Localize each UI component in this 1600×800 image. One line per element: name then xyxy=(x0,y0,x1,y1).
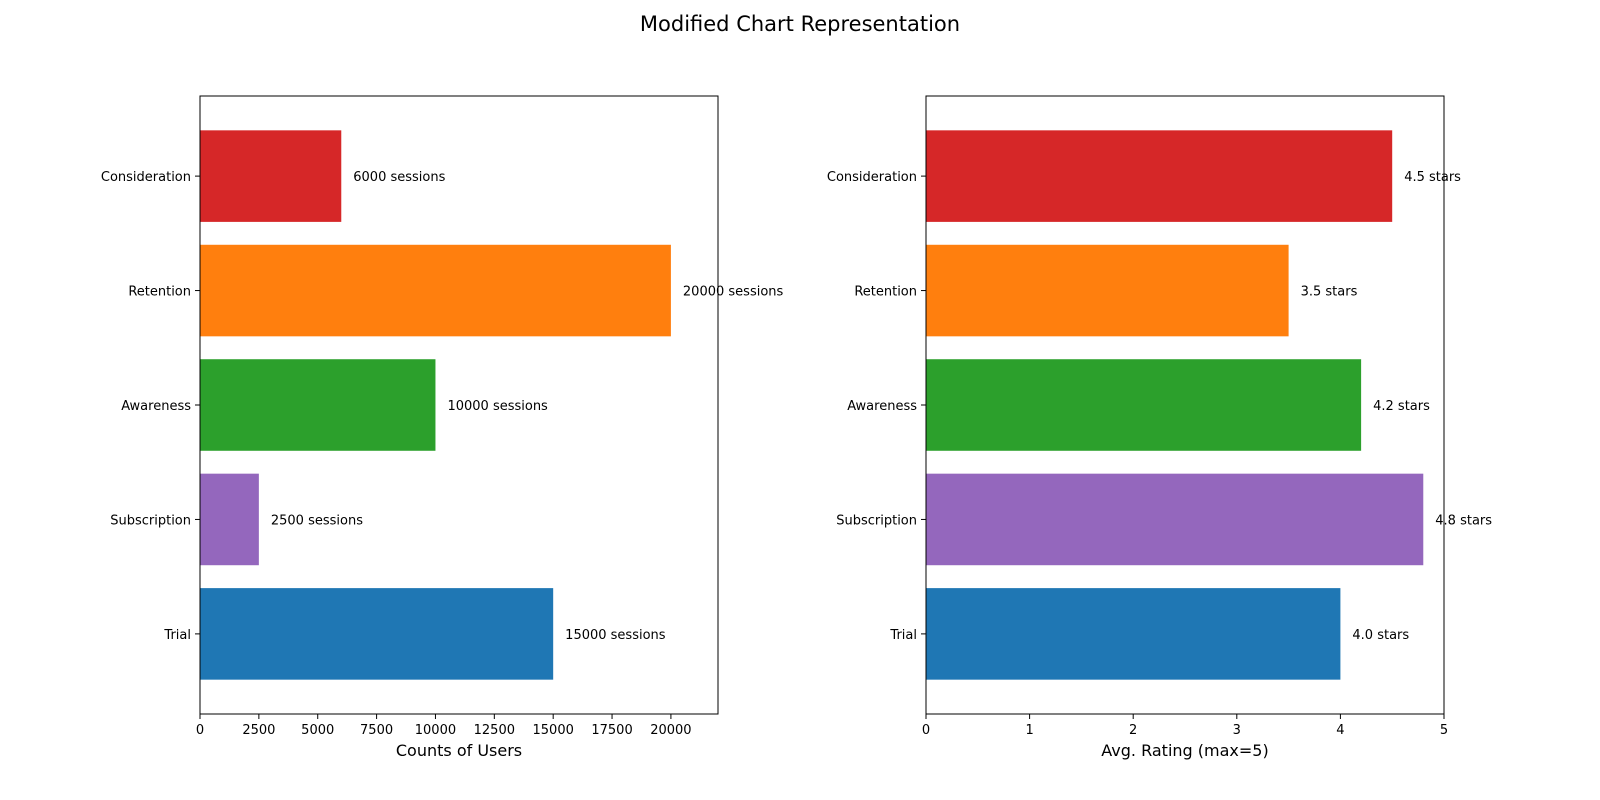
avg-rating-xtick-label: 2 xyxy=(1129,723,1137,738)
users-count-xtick-label: 20000 xyxy=(650,723,691,738)
chart-title: Modified Chart Representation xyxy=(640,12,960,36)
users-count-ytick-label: Awareness xyxy=(121,399,191,414)
users-count-bar-retention xyxy=(200,244,671,337)
avg-rating-data-label: 4.2 stars xyxy=(1373,399,1430,414)
avg-rating-panel: Trial Subscription Awareness Retention Consi… xyxy=(827,95,1492,760)
users-count-xtick-label: 10000 xyxy=(415,723,456,738)
users-count-ytick-label: Retention xyxy=(128,285,191,300)
avg-rating-xtick-label: 1 xyxy=(1025,723,1033,738)
avg-rating-ytick-label: Retention xyxy=(854,285,917,300)
avg-rating-ytick-label: Consideration xyxy=(827,170,917,185)
avg-rating-xtick-label: 5 xyxy=(1440,723,1448,738)
avg-rating-xtick-label: 3 xyxy=(1233,723,1241,738)
users-count-bar-awareness xyxy=(200,359,436,451)
users-count-data-label: 15000 sessions xyxy=(565,628,666,643)
users-count-bar-subscription xyxy=(200,473,259,566)
avg-rating-xtick-label: 0 xyxy=(922,723,930,738)
avg-rating-data-label: 3.5 stars xyxy=(1301,285,1358,300)
avg-rating-ytick-label: Trial xyxy=(889,628,917,643)
avg-rating-data-label: 4.8 stars xyxy=(1435,513,1492,528)
avg-rating-ytick-label: Subscription xyxy=(836,513,917,528)
users-count-xtick-label: 5000 xyxy=(301,723,334,738)
users-count-xtick-label: 15000 xyxy=(533,723,574,738)
users-count-xtick-label: 7500 xyxy=(360,723,393,738)
avg-rating-data-label: 4.0 stars xyxy=(1352,628,1409,643)
users-count-xtick-label: 0 xyxy=(196,723,204,738)
users-count-panel: Trial Subscription Awareness Retention Consi… xyxy=(101,95,784,760)
users-count-bar-trial xyxy=(200,588,554,680)
users-count-bar-consideration xyxy=(200,130,342,222)
users-count-data-label: 6000 sessions xyxy=(353,170,445,185)
users-count-data-label: 20000 sessions xyxy=(683,285,784,300)
avg-rating-bar-consideration xyxy=(926,130,1393,222)
users-count-xtick-label: 2500 xyxy=(242,723,275,738)
users-count-ytick-label: Subscription xyxy=(110,513,191,528)
avg-rating-bar-retention xyxy=(926,244,1289,337)
users-count-xtick-label: 12500 xyxy=(474,723,515,738)
users-count-data-label: 2500 sessions xyxy=(271,513,363,528)
avg-rating-bar-trial xyxy=(926,588,1341,680)
avg-rating-bar-awareness xyxy=(926,359,1362,451)
users-count-ytick-label: Trial xyxy=(163,628,191,643)
avg-rating-ytick-label: Awareness xyxy=(847,399,917,414)
avg-rating-xaxis-label: Avg. Rating (max=5) xyxy=(1101,741,1268,760)
users-count-xtick-label: 17500 xyxy=(591,723,632,738)
avg-rating-data-label: 4.5 stars xyxy=(1404,170,1461,185)
users-count-ytick-label: Consideration xyxy=(101,170,191,185)
avg-rating-bar-subscription xyxy=(926,473,1424,566)
avg-rating-xtick-label: 4 xyxy=(1336,723,1344,738)
users-count-data-label: 10000 sessions xyxy=(447,399,548,414)
users-count-xaxis-label: Counts of Users xyxy=(396,741,522,760)
